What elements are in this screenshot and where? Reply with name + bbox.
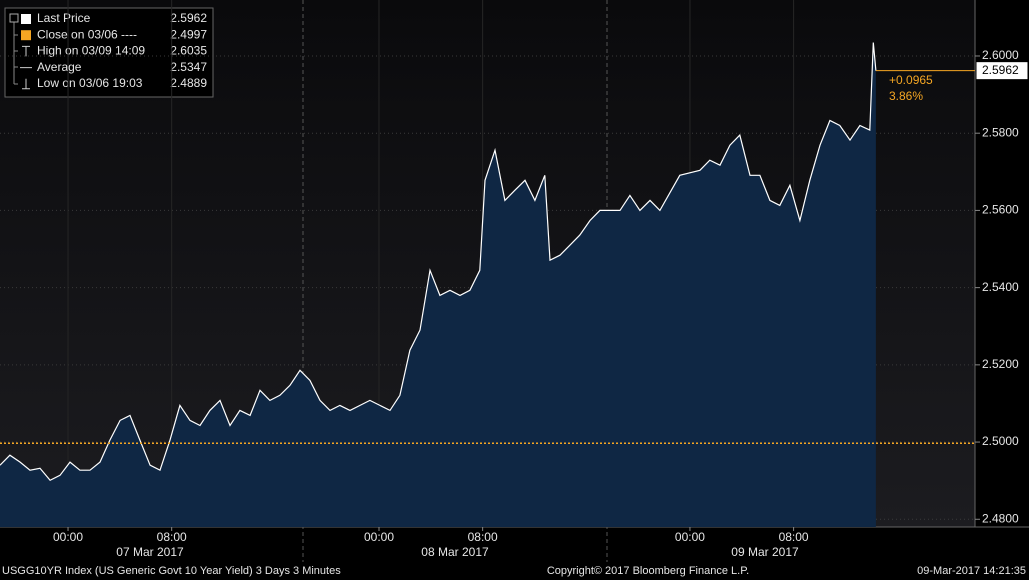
legend-box xyxy=(4,7,214,98)
legend-value: 2.4889 xyxy=(170,76,207,90)
legend-label: Last Price xyxy=(37,11,91,25)
area xyxy=(0,42,876,527)
y-tick-label: 2.5400 xyxy=(982,280,1019,294)
footer-left: USGG10YR Index (US Generic Govt 10 Year … xyxy=(2,565,341,577)
legend-swatch xyxy=(21,30,31,41)
x-tick-label: 08:00 xyxy=(779,530,809,544)
legend-value: 2.4997 xyxy=(170,27,207,41)
x-tick-label: 00:00 xyxy=(675,530,705,544)
legend-value: 2.5962 xyxy=(170,11,207,25)
legend-toggle xyxy=(9,13,19,23)
legend-swatch xyxy=(21,14,31,24)
legend-value: 2.5347 xyxy=(170,60,207,74)
price-line xyxy=(0,42,877,482)
legend-label: Close on 03/06 ---- xyxy=(37,27,137,41)
legend-tree xyxy=(13,14,18,85)
day-label: 09 Mar 2017 xyxy=(731,545,799,559)
legend-symbol xyxy=(22,78,30,90)
last-price-tag xyxy=(976,62,1028,80)
footer-right: 09-Mar-2017 14:21:35 xyxy=(917,565,1026,577)
x-tick-label: 08:00 xyxy=(157,530,187,544)
y-tick-label: 2.5600 xyxy=(982,203,1019,217)
y-tick-label: 2.5200 xyxy=(982,357,1019,371)
legend-symbol xyxy=(22,45,30,57)
y-tick-label: 2.4800 xyxy=(982,511,1019,525)
legend-label: Low on 03/06 19:03 xyxy=(37,76,143,90)
legend-value: 2.6035 xyxy=(170,44,207,58)
change-label: +0.0965 xyxy=(889,73,933,87)
y-tick-label: 2.6000 xyxy=(982,48,1019,62)
x-tick-label: 00:00 xyxy=(53,530,83,544)
x-tick-label: 08:00 xyxy=(468,530,498,544)
change-pct-label: 3.86% xyxy=(889,89,923,103)
legend: Last Price 2.5962 Close on 03/06 ---- 2.499… xyxy=(4,7,214,98)
day-label: 07 Mar 2017 xyxy=(116,545,184,559)
legend-label: High on 03/09 14:09 xyxy=(37,44,145,58)
footer-center: Copyright© 2017 Bloomberg Finance L.P. xyxy=(547,565,749,577)
y-tick-label: 2.5000 xyxy=(982,434,1019,448)
last-price-label: 2.5962 xyxy=(982,63,1019,77)
x-tick-label: 00:00 xyxy=(364,530,394,544)
day-label: 08 Mar 2017 xyxy=(421,545,489,559)
legend-label: Average xyxy=(37,60,82,74)
y-tick-label: 2.5800 xyxy=(982,125,1019,139)
